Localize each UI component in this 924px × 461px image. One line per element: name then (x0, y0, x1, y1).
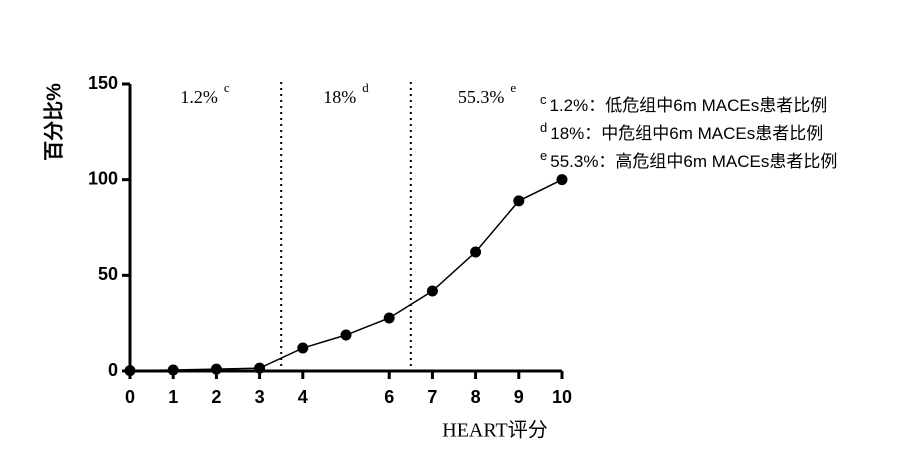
note-text: 18%：中危组中6m MACEs患者比例 (550, 124, 823, 143)
zone-note: e (510, 80, 516, 95)
zone-value: 1.2% (180, 87, 218, 107)
zone-value: 18% (323, 87, 356, 107)
zone-note: d (362, 80, 369, 95)
note: d 18%：中危组中6m MACEs患者比例 (540, 120, 823, 143)
point (513, 195, 525, 207)
zone-label: 18% d (323, 80, 369, 107)
point (470, 246, 482, 258)
note-mark: d (540, 120, 547, 135)
x-tick-label: 1 (168, 387, 178, 407)
zone-value: 55.3% (458, 87, 505, 107)
line (129, 178, 563, 372)
zone-label: 55.3% e (458, 80, 517, 107)
note-mark: c (540, 92, 547, 107)
x-axis-label: HEART评分 (442, 419, 547, 442)
point (254, 362, 266, 374)
y-tick-label: 50 (98, 264, 118, 284)
point (124, 365, 136, 377)
x-tick-label: 7 (427, 387, 437, 407)
point (210, 363, 222, 375)
x-tick-label: 6 (384, 387, 394, 407)
point (426, 285, 438, 297)
zone-note: c (224, 80, 230, 95)
x-tick-label: 9 (514, 387, 524, 407)
zone-label: 1.2% c (180, 80, 230, 107)
y-tick-label: 100 (88, 168, 118, 188)
x-tick-label: 0 (125, 387, 135, 407)
point (383, 312, 395, 324)
point (297, 342, 309, 354)
y-axis-label: 百分比% (42, 83, 65, 161)
note-text: 55.3%：高危组中6m MACEs患者比例 (550, 152, 837, 171)
x-tick-label: 2 (211, 387, 221, 407)
point (167, 364, 179, 376)
point (556, 174, 568, 186)
note-mark: e (540, 148, 547, 163)
x-tick-label: 10 (552, 387, 572, 407)
y-tick-label: 0 (108, 360, 118, 380)
x-tick-label: 3 (255, 387, 265, 407)
note: c 1.2%：低危组中6m MACEs患者比例 (540, 92, 827, 115)
x-tick-label: 4 (298, 387, 308, 407)
point (340, 329, 352, 341)
note-text: 1.2%：低危组中6m MACEs患者比例 (550, 96, 828, 115)
y-tick-label: 150 (88, 73, 118, 93)
note: e 55.3%：高危组中6m MACEs患者比例 (540, 148, 837, 171)
x-tick-label: 8 (471, 387, 481, 407)
